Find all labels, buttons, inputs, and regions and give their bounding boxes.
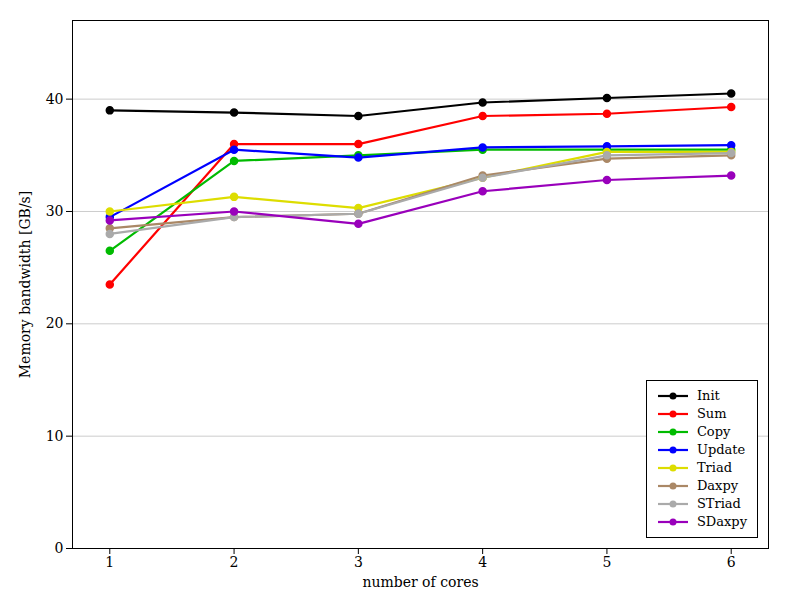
svg-text:6: 6 xyxy=(727,554,736,570)
svg-text:0: 0 xyxy=(55,540,64,556)
svg-text:30: 30 xyxy=(46,203,64,219)
svg-text:4: 4 xyxy=(478,554,487,570)
html-text:Copy: Copy xyxy=(696,424,731,439)
svg-text:20: 20 xyxy=(46,315,64,331)
html-text:SDaxpy: SDaxpy xyxy=(696,514,747,529)
html-text:STriad: STriad xyxy=(696,496,741,511)
html-text:Init: Init xyxy=(696,388,720,403)
html-text:Update: Update xyxy=(696,442,746,457)
svg-text:2: 2 xyxy=(230,554,239,570)
html-text:Triad: Triad xyxy=(696,460,732,475)
svg-text:Memory bandwidth [GB/s]: Memory bandwidth [GB/s] xyxy=(17,191,33,378)
svg-text:3: 3 xyxy=(354,554,363,570)
html-text:Sum: Sum xyxy=(696,406,727,421)
svg-text:40: 40 xyxy=(46,91,64,107)
html-text:Daxpy: Daxpy xyxy=(696,478,739,493)
svg-text:10: 10 xyxy=(46,428,64,444)
svg-text:1: 1 xyxy=(105,554,114,570)
svg-text:5: 5 xyxy=(602,554,611,570)
svg-text:number of cores: number of cores xyxy=(362,574,478,590)
